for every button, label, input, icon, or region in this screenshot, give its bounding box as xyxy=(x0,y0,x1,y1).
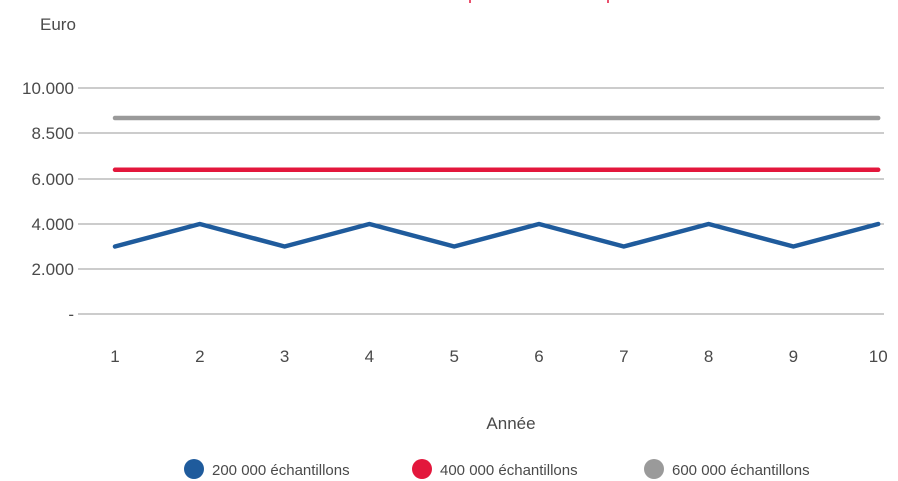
series-lines xyxy=(112,115,881,249)
legend-label: 200 000 échantillons xyxy=(212,462,350,479)
x-tick-label: 8 xyxy=(704,347,713,366)
legend: 200 000 échantillons 400 000 échantillons… xyxy=(184,459,810,479)
y-tick-label: 10.000 xyxy=(22,79,74,98)
y-tick-label: 4.000 xyxy=(31,215,74,234)
legend-label: 400 000 échantillons xyxy=(440,462,578,479)
legend-label: 600 000 échantillons xyxy=(672,462,810,479)
y-axis-label: Euro xyxy=(40,15,76,34)
legend-marker xyxy=(644,459,664,479)
x-axis-label: Année xyxy=(486,414,535,433)
y-tick-label: 6.000 xyxy=(31,170,74,189)
y-tick-label: - xyxy=(68,305,74,324)
x-tick-label: 9 xyxy=(789,347,798,366)
legend-marker xyxy=(184,459,204,479)
x-tick-label: 1 xyxy=(110,347,119,366)
x-tick-label: 2 xyxy=(195,347,204,366)
x-tick-label: 4 xyxy=(365,347,374,366)
series-line-1 xyxy=(112,221,881,249)
x-tick-label: 10 xyxy=(869,347,888,366)
gridlines xyxy=(78,87,884,315)
y-tick-labels: - 2.000 4.000 6.000 8.500 10.000 xyxy=(22,79,74,324)
legend-marker xyxy=(412,459,432,479)
x-tick-labels: 1 2 3 4 5 6 7 8 9 10 xyxy=(110,347,887,366)
x-tick-label: 7 xyxy=(619,347,628,366)
y-tick-label: 2.000 xyxy=(31,260,74,279)
x-tick-label: 3 xyxy=(280,347,289,366)
x-tick-label: 5 xyxy=(449,347,458,366)
y-tick-label: 8.500 xyxy=(31,124,74,143)
x-tick-label: 6 xyxy=(534,347,543,366)
